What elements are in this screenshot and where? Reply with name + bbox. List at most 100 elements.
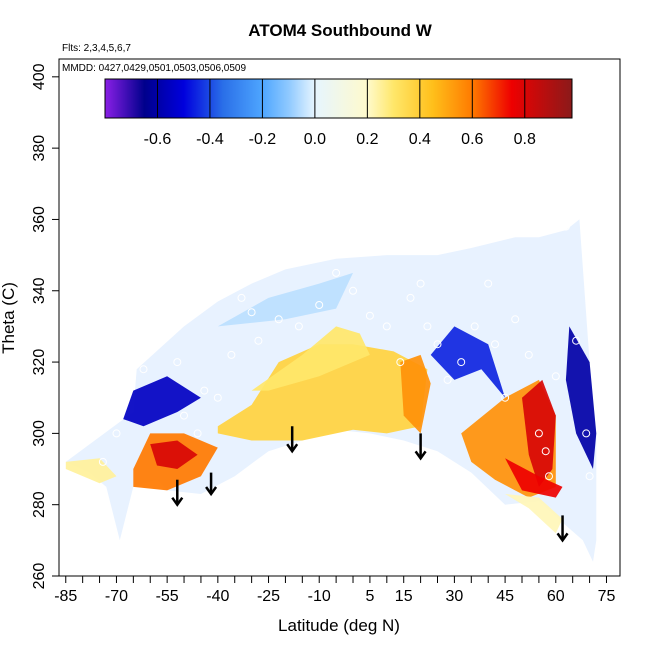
observation-point: [406, 293, 415, 302]
observation-point: [541, 447, 550, 456]
observation-point: [382, 322, 391, 331]
observation-point: [501, 393, 510, 402]
observation-point: [163, 322, 172, 331]
colorbar: -0.6 -0.4 -0.2 0.0 0.2 0.4 0.6 0.8: [104, 78, 573, 148]
heatmap-region: [505, 494, 563, 534]
y-tick-label: 280: [31, 491, 48, 518]
observation-point: [396, 358, 405, 367]
annotation-arrows: [171, 426, 569, 543]
observation-point: [545, 472, 553, 481]
heatmap-region: [430, 326, 506, 398]
colorbar-tick-label: 0.8: [514, 131, 536, 148]
observation-point: [98, 457, 107, 466]
colorbar-tick-label: -0.4: [196, 131, 224, 148]
observation-point: [470, 322, 479, 331]
observation-point: [457, 358, 466, 367]
observation-point: [274, 315, 283, 324]
colorbar-tick-label: 0.0: [304, 131, 326, 148]
observation-point: [423, 322, 432, 331]
observation-point: [443, 375, 452, 384]
heatmap-region: [123, 376, 201, 427]
heatmap-region: [65, 458, 117, 484]
colorbar-tick-label: 0.4: [409, 131, 431, 148]
observation-point: [146, 340, 155, 349]
y-tick-label: 360: [31, 206, 48, 233]
x-tick-label: 60: [547, 588, 565, 605]
colorbar-tick-label: -0.6: [144, 131, 172, 148]
dates-note: MMDD: 0427,0429,0501,0503,0506,0509: [62, 63, 246, 74]
heatmap-region: [522, 379, 556, 487]
x-tick-label: -85: [54, 588, 77, 605]
plot-frame: [58, 58, 621, 577]
heatmap-regions: [65, 272, 597, 534]
colorbar-tick-label: -0.2: [249, 131, 277, 148]
observation-point: [227, 350, 236, 359]
heatmap-region: [217, 344, 428, 441]
observation-point: [315, 301, 324, 309]
colorbar-ticks: -0.6 -0.4 -0.2 0.0 0.2 0.4 0.6 0.8: [144, 79, 536, 148]
observation-point: [585, 472, 594, 481]
observation-point: [112, 429, 121, 438]
observation-point: [247, 308, 256, 317]
heatmap-field: [65, 219, 597, 562]
observation-point: [294, 322, 303, 331]
y-tick-label: 300: [31, 420, 48, 447]
down-arrow: [286, 426, 299, 454]
observation-point: [237, 293, 246, 302]
x-tick-label: 15: [395, 588, 413, 605]
x-tick-label: 5: [365, 588, 374, 605]
observation-point: [126, 375, 134, 384]
heatmap-region: [565, 326, 597, 469]
x-tick-label: 30: [446, 588, 464, 605]
y-tick-label: 400: [31, 63, 48, 90]
y-tick-label: 380: [31, 135, 48, 162]
observation-point: [365, 311, 374, 320]
x-tick-label: 75: [598, 588, 616, 605]
x-tick-label: -70: [105, 588, 128, 605]
observation-point: [173, 358, 182, 367]
heatmap-region: [150, 440, 198, 469]
x-tick-label: 45: [496, 588, 514, 605]
down-arrow: [205, 472, 218, 497]
x-tick-label: -10: [308, 588, 331, 605]
heatmap-region: [400, 354, 431, 434]
y-tick-label: 260: [31, 563, 48, 590]
y-axis: 260 280 300 320 340 360 380 400: [31, 63, 59, 589]
x-axis-title: Latitude (deg N): [278, 616, 400, 635]
x-tick-label: -25: [257, 588, 280, 605]
observation-point: [139, 365, 148, 374]
colorbar-gradient: [104, 78, 573, 119]
observation-point: [349, 286, 357, 295]
observation-point: [491, 340, 499, 349]
observation-points: [98, 222, 594, 481]
observation-point: [254, 336, 263, 345]
observation-point: [524, 350, 533, 359]
down-arrow: [556, 515, 569, 543]
x-axis: -85 -70 -55 -40 -25 -10 5 15 30 45 60 75: [54, 576, 615, 605]
x-tick-label: -40: [206, 588, 229, 605]
observation-point: [561, 222, 570, 231]
observation-point: [433, 340, 442, 349]
observation-point: [213, 393, 222, 402]
y-axis-title: Theta (C): [0, 282, 18, 354]
observation-point: [119, 393, 128, 402]
heatmap-region: [217, 272, 353, 327]
colorbar-tick-label: 0.6: [461, 131, 483, 148]
observation-point: [511, 315, 520, 324]
observation-point: [416, 279, 425, 288]
x-tick-label: -55: [156, 588, 179, 605]
observation-point: [551, 372, 560, 381]
y-tick-label: 340: [31, 277, 48, 304]
observation-point: [193, 429, 202, 438]
colorbar-tick-label: 0.2: [356, 131, 378, 148]
observation-point: [484, 279, 493, 288]
observation-point: [332, 268, 341, 277]
observation-point: [534, 429, 543, 438]
chart-title: ATOM4 Southbound W: [248, 21, 432, 40]
observation-point: [582, 429, 591, 438]
heatmap-region: [505, 458, 563, 498]
y-tick-label: 320: [31, 349, 48, 376]
down-arrow: [171, 479, 184, 507]
observation-point: [180, 411, 188, 420]
